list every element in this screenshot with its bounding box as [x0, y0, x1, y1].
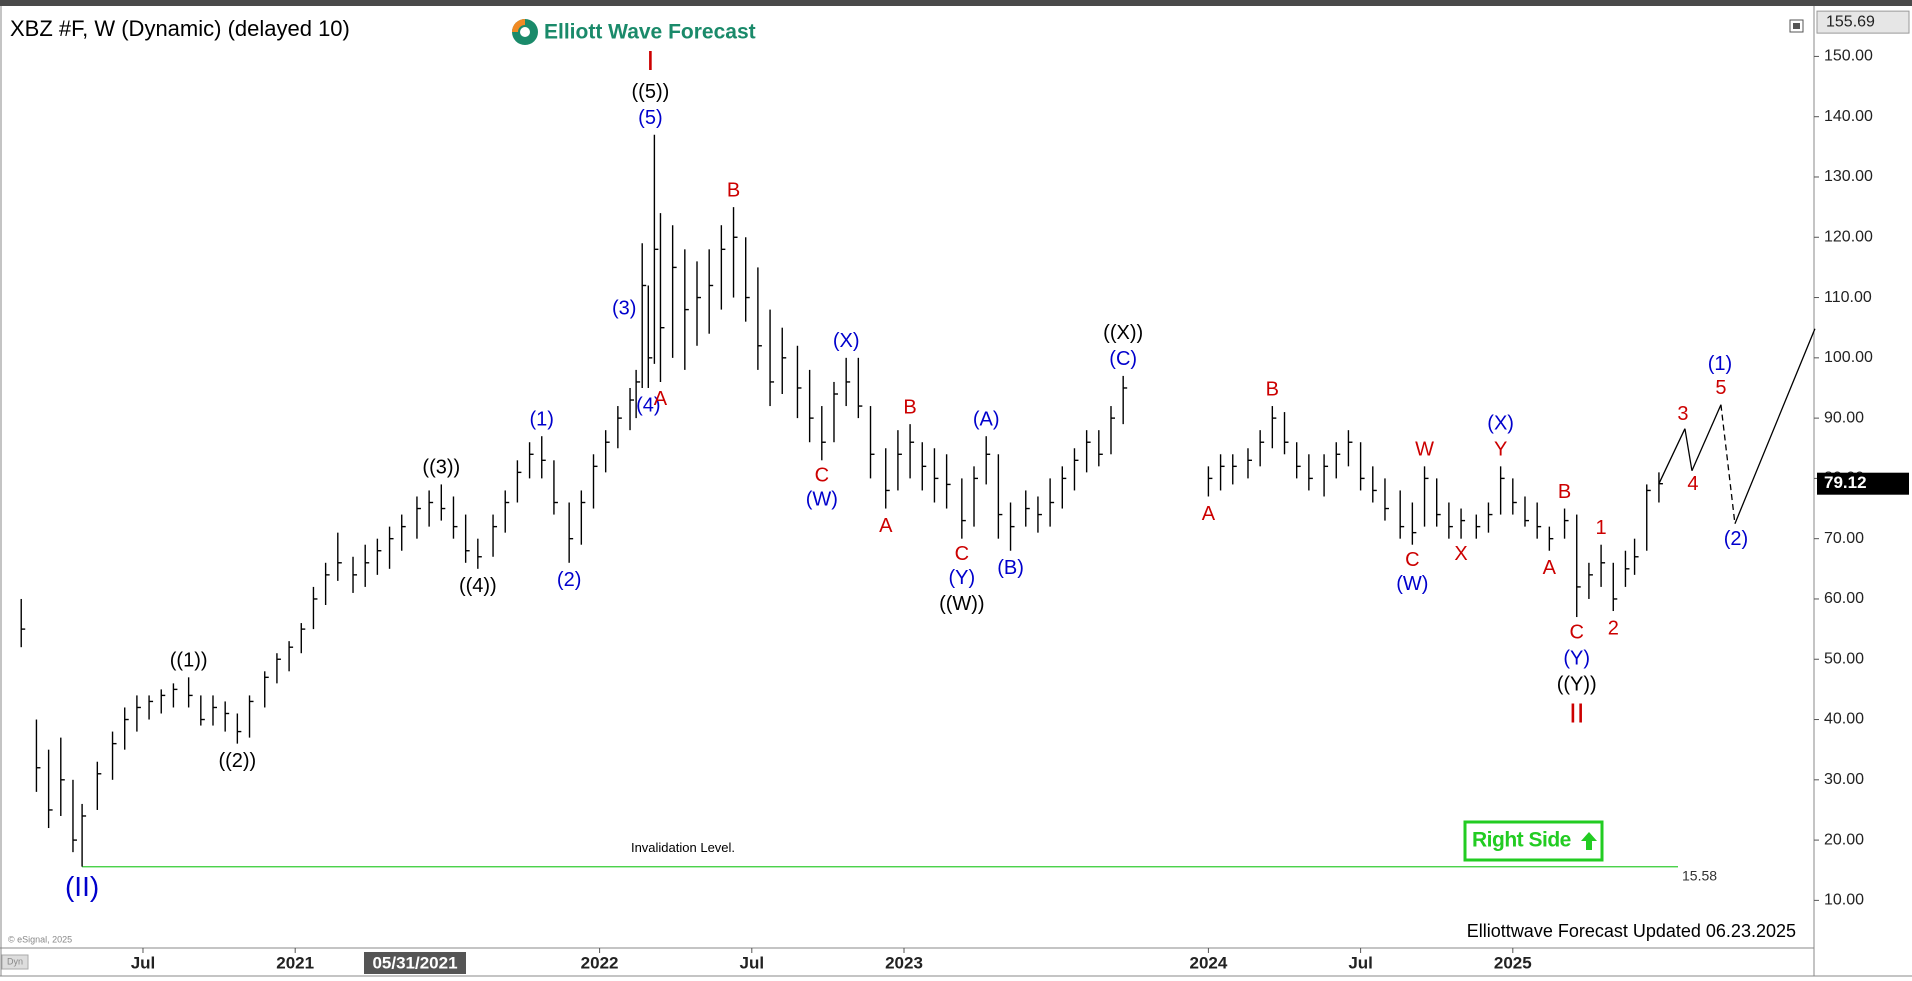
wave-label: 5: [1715, 377, 1726, 399]
y-tick-label: 140.00: [1824, 108, 1873, 125]
right-side-badge: Right Side: [1463, 820, 1604, 862]
y-tick-label: 90.00: [1824, 409, 1864, 426]
wave-label: (W): [806, 489, 838, 511]
wave-label: (2): [1724, 528, 1748, 550]
wave-label: B: [727, 179, 740, 201]
logo: Elliott Wave Forecast: [512, 19, 756, 45]
wave-label: A: [1543, 557, 1557, 579]
projection-line: [1684, 428, 1693, 471]
y-tick-label: 20.00: [1824, 831, 1864, 848]
x-tick-label: Jul: [131, 953, 156, 972]
top-border: [0, 0, 1912, 6]
wave-label: (X): [1487, 413, 1514, 435]
projection-line: [1734, 328, 1816, 524]
wave-label: (1): [1708, 353, 1732, 375]
dyn-box: [1, 954, 29, 970]
icon-inner: [1793, 23, 1800, 29]
logo-icon-center: [520, 27, 530, 37]
wave-label: (W): [1396, 573, 1428, 595]
wave-label: (C): [1109, 348, 1137, 370]
wave-label: (2): [557, 569, 581, 591]
y-tick-label: 100.00: [1824, 349, 1873, 366]
x-tick-label: 2024: [1189, 953, 1227, 972]
wave-label: B: [903, 396, 916, 418]
dyn-label: Dyn: [7, 956, 23, 966]
wave-label: A: [654, 388, 668, 410]
y-tick-label: 130.00: [1824, 168, 1873, 185]
wave-label: ((4)): [459, 575, 497, 597]
badge-frame: [1463, 820, 1604, 862]
window-icon: [1789, 19, 1804, 33]
footer: Elliottwave Forecast Updated 06.23.2025: [1467, 921, 1796, 941]
x-tick-label: Jul: [740, 953, 765, 972]
y-tick-label: 50.00: [1824, 650, 1864, 667]
wave-label: (1): [530, 408, 554, 430]
wave-label: (Y): [1563, 647, 1590, 669]
x-tick-label: 2025: [1494, 953, 1532, 972]
x-tick-label: Jul: [1348, 953, 1373, 972]
wave-label: Y: [1494, 439, 1507, 461]
invalidation-label: Invalidation Level.: [631, 840, 735, 855]
wave-label: B: [1558, 481, 1571, 503]
y-tick-label: 40.00: [1824, 711, 1864, 728]
x-tick-label: 2023: [885, 953, 923, 972]
y-tick-label: 120.00: [1824, 228, 1873, 245]
wave-label: I: [646, 45, 654, 76]
wave-label: C: [1570, 621, 1584, 643]
wave-label: (3): [612, 298, 636, 320]
last-price-box: [1817, 472, 1909, 495]
logo-text: Elliott Wave Forecast: [544, 21, 756, 44]
invalidation-value: 15.58: [1682, 867, 1717, 883]
wave-label: ((3)): [422, 457, 460, 479]
top-marker-box: [1816, 10, 1910, 34]
wave-label: ((Y)): [1557, 673, 1597, 695]
last-price: 79.12: [1824, 473, 1867, 492]
wave-label: C: [815, 465, 829, 487]
wave-label: ((1)): [170, 650, 208, 672]
wave-label: (Y): [949, 567, 976, 589]
y-tick-label: 150.00: [1824, 48, 1873, 65]
wave-label: 4: [1687, 473, 1698, 495]
y-tick-label: 30.00: [1824, 771, 1864, 788]
badge-arrow: [1581, 832, 1597, 850]
x-tick-label: 2021: [276, 953, 314, 972]
wave-label: X: [1454, 543, 1467, 565]
copyright: © eSignal, 2025: [8, 934, 72, 944]
wave-label: (X): [833, 330, 860, 352]
y-tick-label: 110.00: [1824, 289, 1872, 306]
wave-label: 2: [1608, 617, 1619, 639]
logo-icon-part: [512, 19, 525, 32]
wave-label: ((W)): [939, 593, 985, 615]
projection-line: [1658, 428, 1686, 484]
wave-label: A: [1202, 503, 1216, 525]
cursor-label: 05/31/2021: [372, 953, 457, 972]
wave-label: ((X)): [1103, 322, 1143, 344]
wave-label: (5): [638, 107, 662, 129]
chart-title: XBZ #F, W (Dynamic) (delayed 10): [10, 16, 350, 41]
wave-label: (4): [636, 394, 660, 416]
wave-label: (A): [973, 408, 1000, 430]
badge-text: Right Side: [1472, 829, 1571, 852]
y-tick-label: 10.00: [1824, 892, 1864, 909]
y-tick-label: 60.00: [1824, 590, 1864, 607]
wave-label: 1: [1596, 517, 1607, 539]
top-marker: 155.69: [1826, 13, 1875, 30]
wave-label: II: [1569, 697, 1585, 728]
cursor-label-box: [364, 952, 466, 974]
wave-label: (B): [997, 557, 1024, 579]
wave-label: C: [955, 543, 969, 565]
wave-label: C: [1405, 549, 1419, 571]
wave-label: W: [1415, 439, 1434, 461]
y-tick-label: 70.00: [1824, 530, 1864, 547]
wave-label: ((2)): [218, 750, 256, 772]
projection-line: [1691, 404, 1722, 471]
wave-label: B: [1266, 378, 1279, 400]
wave-label: A: [879, 515, 893, 537]
x-tick-label: 2022: [581, 953, 619, 972]
wave-label: (II): [65, 871, 99, 902]
wave-label: ((5)): [632, 81, 670, 103]
wave-label: 3: [1677, 403, 1688, 425]
